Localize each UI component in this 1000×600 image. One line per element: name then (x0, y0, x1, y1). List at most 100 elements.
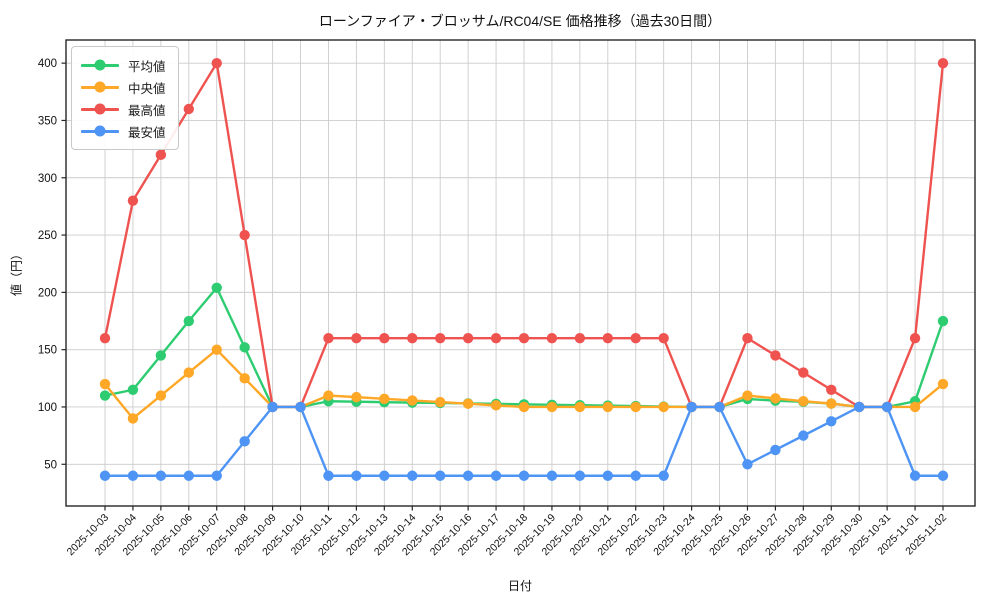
legend-label: 最安値 (128, 125, 166, 140)
y-tick-label: 350 (38, 115, 57, 127)
series-marker (490, 400, 502, 411)
y-tick-label: 300 (38, 173, 57, 185)
x-axis-ticks: 2025-10-032025-10-042025-10-052025-10-06… (65, 506, 949, 558)
series-marker (881, 401, 893, 413)
series-marker (351, 333, 362, 344)
series-marker (211, 470, 222, 481)
series-marker (658, 401, 669, 413)
series-marker (183, 103, 194, 115)
series-marker (99, 390, 111, 401)
series-marker (211, 282, 222, 293)
y-tick-label: 50 (44, 459, 57, 471)
series-marker (462, 398, 474, 409)
legend-marker-icon (81, 125, 119, 137)
series-marker (602, 333, 613, 344)
series-marker (351, 470, 362, 481)
legend: 平均値中央値最高値最安値 (71, 46, 179, 150)
series-marker (155, 470, 167, 481)
series-marker (462, 333, 474, 344)
series-marker (518, 470, 530, 481)
legend-dot-swatch (94, 59, 106, 71)
series-marker (714, 401, 725, 413)
series-marker (518, 401, 530, 413)
series-marker (742, 333, 753, 344)
legend-dot-swatch (94, 125, 106, 137)
series-marker (462, 470, 474, 481)
legend-dot-swatch (94, 103, 106, 115)
y-axis-ticks: 50 100 150 200 250 300 350 400 (38, 58, 66, 471)
y-tick-label: 250 (38, 230, 57, 242)
series-marker (323, 390, 334, 401)
series-marker (602, 470, 613, 481)
x-axis-label: 日付 (507, 579, 533, 593)
series-marker (826, 398, 837, 409)
series-marker (770, 350, 781, 361)
series-3 (99, 401, 949, 481)
series-marker (854, 401, 865, 413)
series-marker (211, 344, 222, 355)
plot-border (65, 39, 976, 507)
gridlines (66, 40, 975, 506)
series-marker (546, 470, 558, 481)
series-marker (127, 470, 139, 481)
series-marker (239, 436, 250, 447)
series-marker (155, 390, 167, 401)
y-tick-label: 200 (38, 287, 57, 299)
y-tick-label: 150 (38, 345, 57, 357)
series-marker (239, 342, 250, 353)
legend-marker-icon (81, 103, 119, 115)
series-marker (826, 384, 837, 395)
series-marker (937, 378, 949, 390)
legend-item-0: 平均値 (81, 54, 166, 76)
series-marker (909, 401, 921, 413)
series-marker (407, 470, 418, 481)
legend-label: 中央値 (128, 81, 166, 96)
series-marker (490, 470, 502, 481)
series-marker (379, 333, 390, 344)
series-marker (630, 470, 641, 481)
series-marker (323, 470, 334, 481)
series-marker (574, 333, 586, 344)
series-marker (602, 401, 613, 413)
legend-label: 最高値 (128, 103, 166, 118)
series-marker (127, 413, 139, 424)
legend-item-1: 中央値 (81, 76, 166, 98)
series-marker (435, 333, 446, 344)
series-marker (407, 333, 418, 344)
series-marker (742, 390, 753, 401)
series-marker (99, 333, 111, 344)
series-marker (239, 373, 250, 384)
series-marker (770, 444, 781, 456)
series-marker (546, 401, 558, 413)
legend-label: 平均値 (128, 59, 166, 74)
series-marker (742, 459, 753, 470)
series-marker (686, 401, 697, 413)
series-marker (379, 393, 390, 405)
series-marker (99, 470, 111, 481)
series-marker (435, 470, 446, 481)
series-marker (99, 378, 111, 390)
series-marker (295, 401, 306, 413)
legend-item-3: 最安値 (81, 120, 166, 142)
series-marker (435, 396, 446, 408)
series-marker (798, 430, 809, 441)
series-marker (798, 367, 809, 378)
series-marker (127, 384, 139, 395)
series-marker (937, 470, 949, 481)
series-marker (658, 470, 669, 481)
series-marker (826, 416, 837, 427)
series-marker (518, 333, 530, 344)
y-tick-label: 400 (38, 58, 57, 70)
series-marker (909, 333, 921, 344)
series-marker (798, 396, 809, 407)
series-marker (909, 470, 921, 481)
series-marker (183, 470, 194, 481)
series-marker (574, 470, 586, 481)
series-marker (546, 333, 558, 344)
series-marker (351, 391, 362, 403)
series-marker (267, 401, 278, 413)
series-marker (937, 57, 949, 69)
legend-marker-icon (81, 81, 119, 93)
